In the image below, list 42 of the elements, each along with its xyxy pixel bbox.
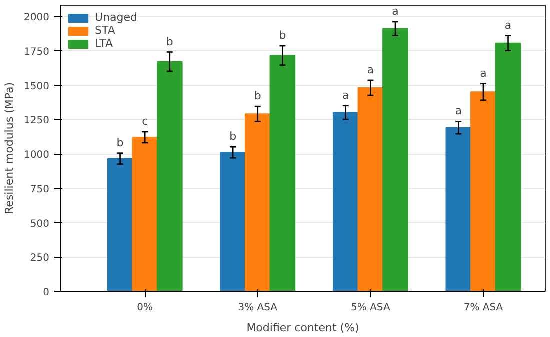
y-tick-label: 2000	[24, 12, 50, 24]
y-tick-label: 250	[30, 253, 50, 264]
y-tick-label: 0	[43, 288, 50, 298]
data-label: b	[116, 136, 124, 150]
data-label: b	[166, 35, 174, 48]
data-label: b	[254, 90, 262, 103]
bar	[244, 114, 271, 292]
data-label: c	[142, 115, 148, 128]
x-tick-label: 0%	[137, 302, 154, 314]
data-label: a	[392, 5, 399, 18]
bar	[270, 55, 296, 292]
x-tick-label: 3% ASA	[238, 302, 278, 314]
bar	[446, 127, 472, 292]
data-label: b	[230, 130, 237, 144]
bar	[358, 88, 384, 292]
bar	[495, 42, 522, 292]
bar	[332, 112, 359, 292]
data-label: a	[480, 66, 487, 80]
y-axis-title: Resilient modulus (MPa)	[3, 82, 16, 214]
legend-label: LTA	[95, 37, 114, 50]
bar	[107, 158, 134, 292]
bar	[470, 92, 496, 292]
legend-label: STA	[95, 24, 116, 37]
data-label: a	[367, 63, 374, 76]
y-tick-label: 1500	[24, 81, 50, 92]
legend-label: Unaged	[95, 11, 138, 24]
bar	[382, 28, 408, 292]
bar	[220, 152, 246, 292]
bar	[157, 61, 183, 292]
data-label: a	[504, 18, 512, 32]
data-label: a	[455, 104, 462, 118]
y-tick-label: 1750	[24, 46, 50, 58]
x-tick-label: 7% ASA	[464, 302, 504, 314]
y-tick-label: 1250	[24, 116, 50, 127]
x-axis-title: Modifier content (%)	[246, 322, 360, 334]
data-label: a	[342, 88, 350, 102]
y-tick-label: 750	[30, 184, 50, 196]
bar	[132, 137, 158, 292]
y-tick-label: 500	[30, 218, 50, 230]
data-label: b	[279, 29, 286, 42]
x-tick-label: 5% ASA	[351, 302, 390, 314]
y-tick-label: 1000	[24, 150, 50, 161]
